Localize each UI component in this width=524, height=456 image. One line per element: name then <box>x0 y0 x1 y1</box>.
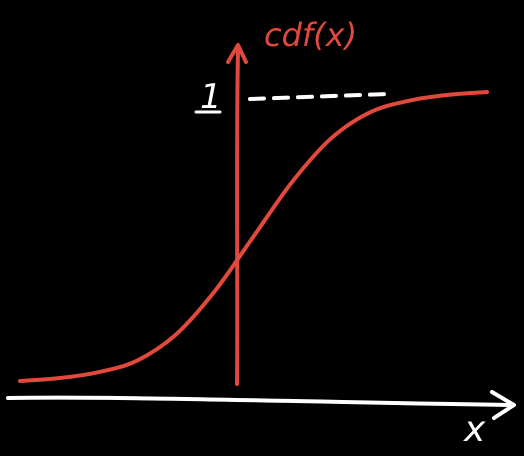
y-axis-arrowhead <box>226 43 248 64</box>
x-axis-arrowhead <box>490 390 516 420</box>
x-axis-label: x <box>463 409 486 450</box>
asymptote-tick-label: 1 <box>200 77 222 117</box>
asymptote-dashed-line <box>248 92 390 101</box>
y-axis-label: cdf(x) <box>264 16 357 54</box>
x-axis-line <box>6 395 512 407</box>
cdf-curve <box>18 90 489 383</box>
y-axis-line <box>235 48 240 386</box>
